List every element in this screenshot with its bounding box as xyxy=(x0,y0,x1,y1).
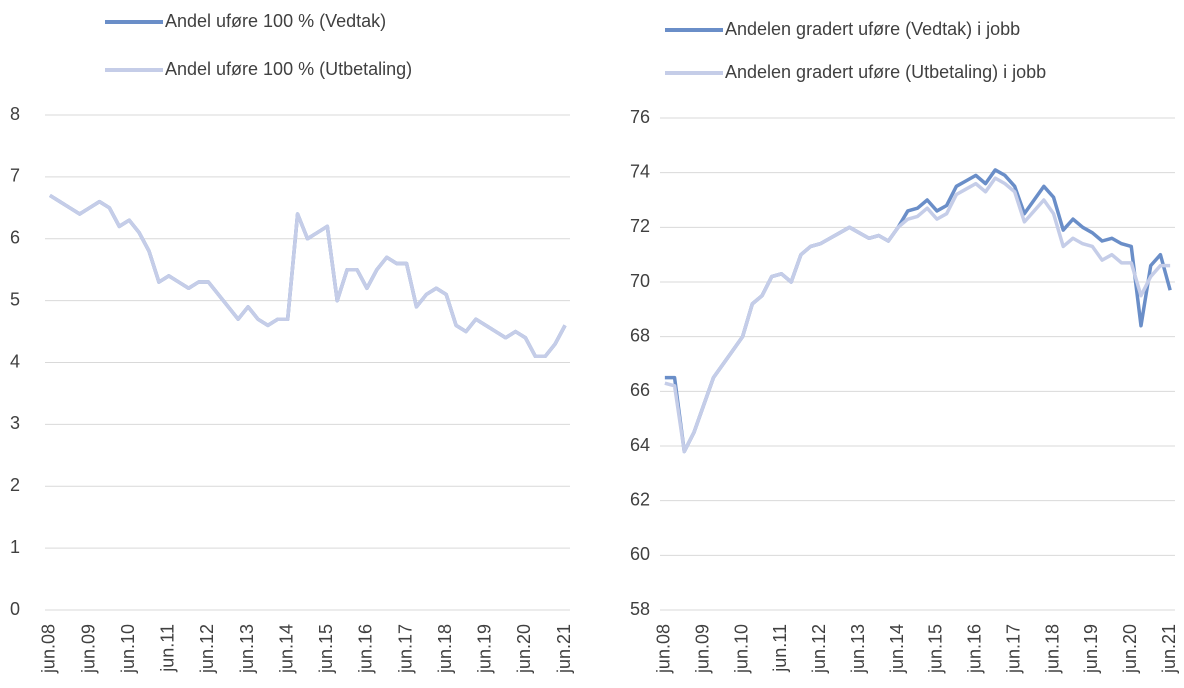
x-tick-label: jun.11 xyxy=(770,624,790,673)
x-tick-label: jun.18 xyxy=(1042,624,1062,674)
legend-label: Andelen gradert uføre (Vedtak) i jobb xyxy=(725,19,1020,39)
x-tick-label: jun.16 xyxy=(356,624,376,674)
y-tick-label: 5 xyxy=(10,289,20,309)
x-tick-label: jun.14 xyxy=(276,624,296,674)
x-tick-label: jun.21 xyxy=(554,624,574,674)
x-tick-label: jun.10 xyxy=(118,624,138,674)
x-tick-label: jun.08 xyxy=(654,624,674,674)
x-tick-label: jun.17 xyxy=(395,624,415,674)
y-tick-label: 70 xyxy=(630,271,650,291)
x-tick-label: jun.20 xyxy=(1120,624,1140,674)
x-tick-label: jun.20 xyxy=(514,624,534,674)
x-tick-label: jun.15 xyxy=(316,624,336,674)
legend-label: Andelen gradert uføre (Utbetaling) i job… xyxy=(725,62,1046,82)
y-tick-label: 0 xyxy=(10,599,20,619)
legend-label: Andel uføre 100 % (Utbetaling) xyxy=(165,59,412,79)
x-tick-label: jun.12 xyxy=(197,624,217,674)
y-tick-label: 2 xyxy=(10,475,20,495)
x-tick-label: jun.16 xyxy=(965,624,985,674)
x-tick-label: jun.12 xyxy=(809,624,829,674)
x-tick-label: jun.17 xyxy=(1003,624,1023,674)
x-tick-label: jun.15 xyxy=(926,624,946,674)
x-tick-label: jun.10 xyxy=(731,624,751,674)
x-tick-label: jun.19 xyxy=(1081,624,1101,674)
x-tick-label: jun.09 xyxy=(78,624,98,674)
x-tick-label: jun.13 xyxy=(848,624,868,674)
y-tick-label: 66 xyxy=(630,380,650,400)
y-tick-label: 7 xyxy=(10,166,20,186)
series-line xyxy=(49,193,567,359)
y-tick-label: 4 xyxy=(10,351,20,371)
y-tick-label: 58 xyxy=(630,599,650,619)
y-tick-label: 74 xyxy=(630,161,650,181)
y-tick-label: 8 xyxy=(10,104,20,124)
y-tick-label: 60 xyxy=(630,544,650,564)
y-tick-label: 6 xyxy=(10,228,20,248)
x-tick-label: jun.21 xyxy=(1159,624,1179,674)
y-tick-label: 62 xyxy=(630,489,650,509)
x-tick-label: jun.19 xyxy=(475,624,495,674)
y-tick-label: 64 xyxy=(630,435,650,455)
y-tick-label: 76 xyxy=(630,107,650,127)
series-line xyxy=(664,168,1172,454)
y-tick-label: 3 xyxy=(10,413,20,433)
x-tick-label: jun.13 xyxy=(237,624,257,674)
x-tick-label: jun.08 xyxy=(39,624,59,674)
y-tick-label: 72 xyxy=(630,216,650,236)
x-tick-label: jun.14 xyxy=(887,624,907,674)
x-tick-label: jun.09 xyxy=(692,624,712,674)
y-tick-label: 1 xyxy=(10,537,20,557)
legend-label: Andel uføre 100 % (Vedtak) xyxy=(165,11,386,31)
y-tick-label: 68 xyxy=(630,325,650,345)
x-tick-label: jun.11 xyxy=(158,624,178,673)
series-line xyxy=(664,176,1171,454)
x-tick-label: jun.18 xyxy=(435,624,455,674)
